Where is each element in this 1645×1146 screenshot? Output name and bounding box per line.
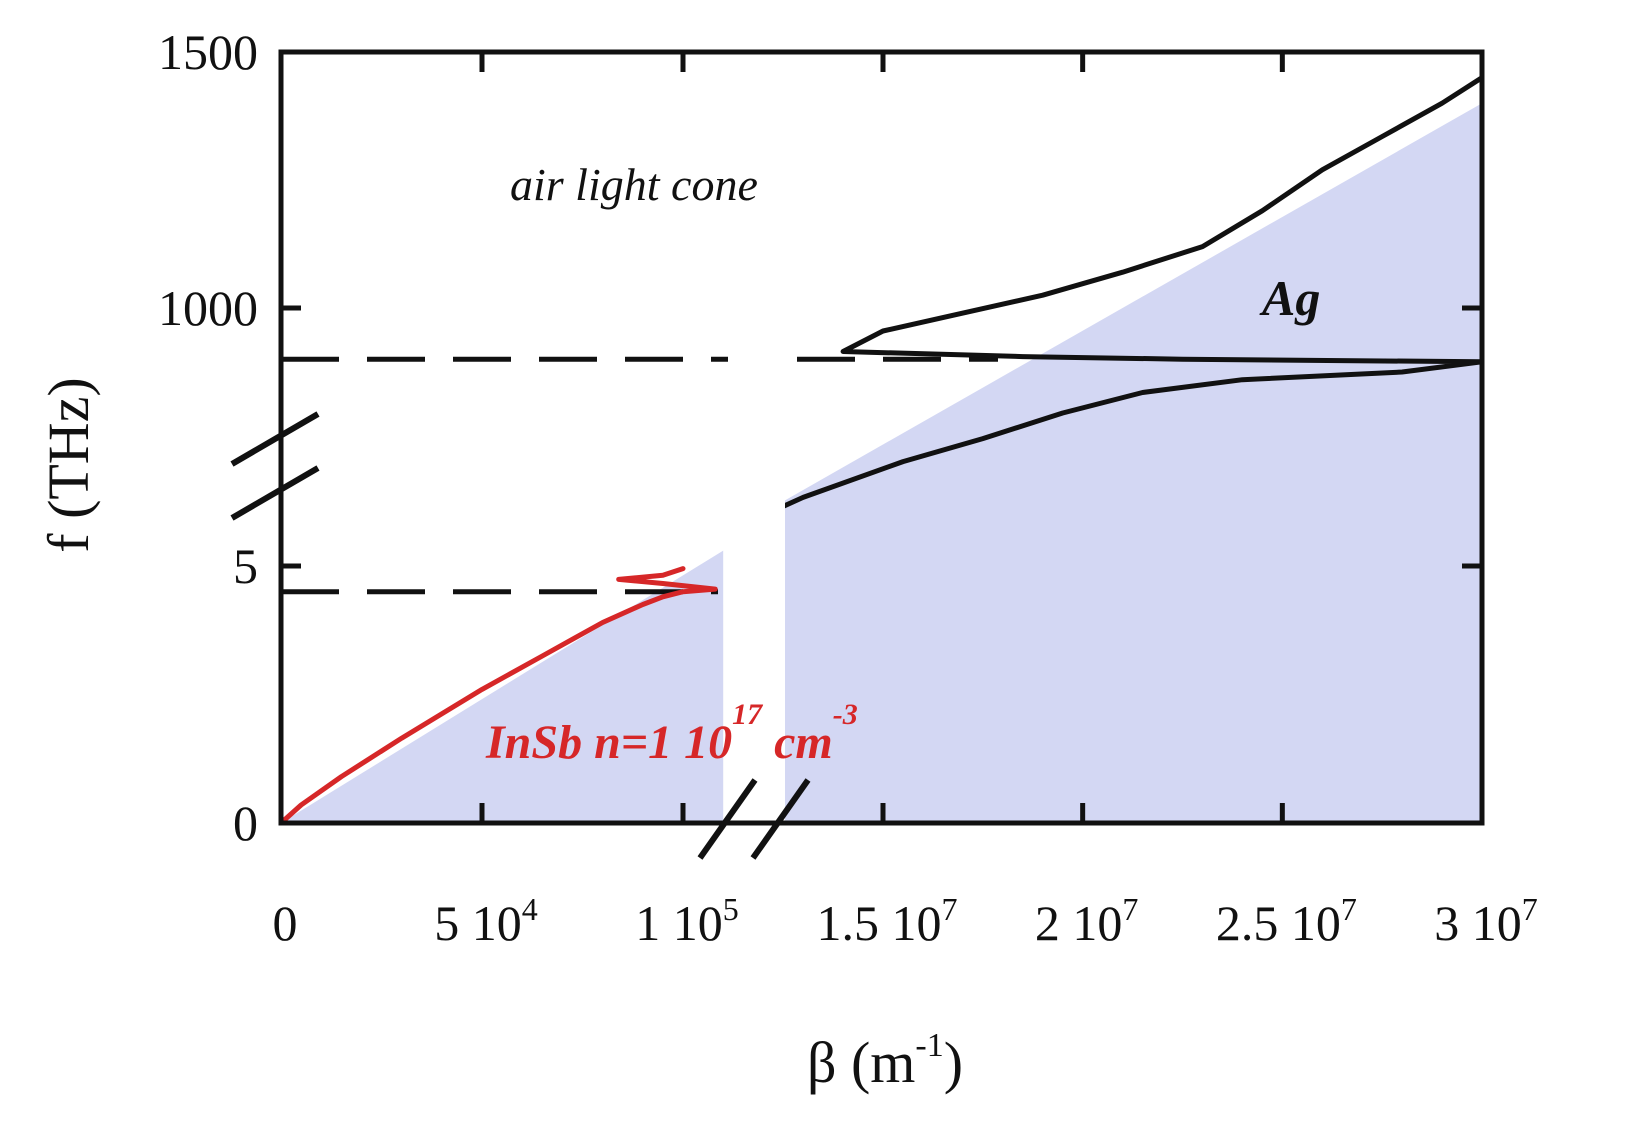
annotation-insb-part: 17 <box>732 698 763 731</box>
annotation-air-light-cone: air light cone <box>510 159 758 210</box>
x-tick-label-exponent: 4 <box>522 891 538 927</box>
y-tick-label: 0 <box>233 795 258 851</box>
y-break-slash-lower <box>230 465 320 521</box>
axis-ticks <box>281 52 1482 823</box>
x-tick-label: 2 107 <box>1035 891 1139 951</box>
x-tick-label-base: 5 10 <box>434 895 522 951</box>
x-tick-label: 1.5 107 <box>817 891 958 951</box>
annotation-insb-part: cm <box>762 716 833 769</box>
x-tick-label-base: 3 10 <box>1434 895 1522 951</box>
x-axis-title-close: ) <box>944 1030 963 1095</box>
x-break-slash-left <box>697 778 758 860</box>
x-tick-label-exponent: 7 <box>1341 891 1357 927</box>
x-tick-label-exponent: 7 <box>1522 891 1538 927</box>
x-tick-label: 0 <box>273 895 298 951</box>
x-tick-label-exponent: 7 <box>942 891 958 927</box>
asymptote-lines <box>281 356 998 595</box>
x-tick-label-base: 1.5 10 <box>817 895 942 951</box>
x-tick-label-base: 0 <box>273 895 298 951</box>
annotation-insb-part: -3 <box>833 698 858 731</box>
light-cone-region-upper <box>763 103 1482 823</box>
curve-insb <box>278 566 718 826</box>
x-tick-label-base: 2.5 10 <box>1216 895 1341 951</box>
x-axis-break-gap <box>728 55 785 832</box>
x-tick-label: 1 105 <box>635 891 739 951</box>
annotation-insb-part: InSb n=1 10 <box>485 716 732 769</box>
x-tick-label-base: 1 10 <box>635 895 723 951</box>
y-tick-label: 1500 <box>158 24 258 80</box>
annotation-insb: InSb n=1 1017 cm-3 <box>485 698 858 769</box>
axis-break-marks <box>230 411 811 860</box>
y-axis-title: f (THz) <box>36 377 101 553</box>
y-tick-labels: 0 5 1000 1500 <box>158 24 258 851</box>
y-break-slash-upper <box>230 411 320 467</box>
x-axis-title-main: β (m <box>807 1030 915 1095</box>
light-cone-shading <box>281 103 1482 823</box>
x-tick-label: 2.5 107 <box>1216 891 1357 951</box>
x-tick-label: 3 107 <box>1434 891 1538 951</box>
dispersion-curves <box>278 75 1485 826</box>
x-tick-label-base: 2 10 <box>1035 895 1123 951</box>
annotation-ag: Ag <box>1259 270 1320 326</box>
y-tick-label: 5 <box>233 538 258 594</box>
x-axis-title-superscript: -1 <box>915 1027 943 1064</box>
y-tick-label: 1000 <box>158 280 258 336</box>
x-tick-label: 5 104 <box>434 891 538 951</box>
annotations: air light cone Ag InSb n=1 1017 cm-3 <box>485 159 1320 769</box>
x-break-slash-right <box>750 778 811 860</box>
x-tick-label-exponent: 7 <box>1122 891 1138 927</box>
curve-ag <box>760 75 1485 518</box>
x-axis-title: β (m-1) <box>807 1027 963 1095</box>
x-tick-label-exponent: 5 <box>723 891 739 927</box>
